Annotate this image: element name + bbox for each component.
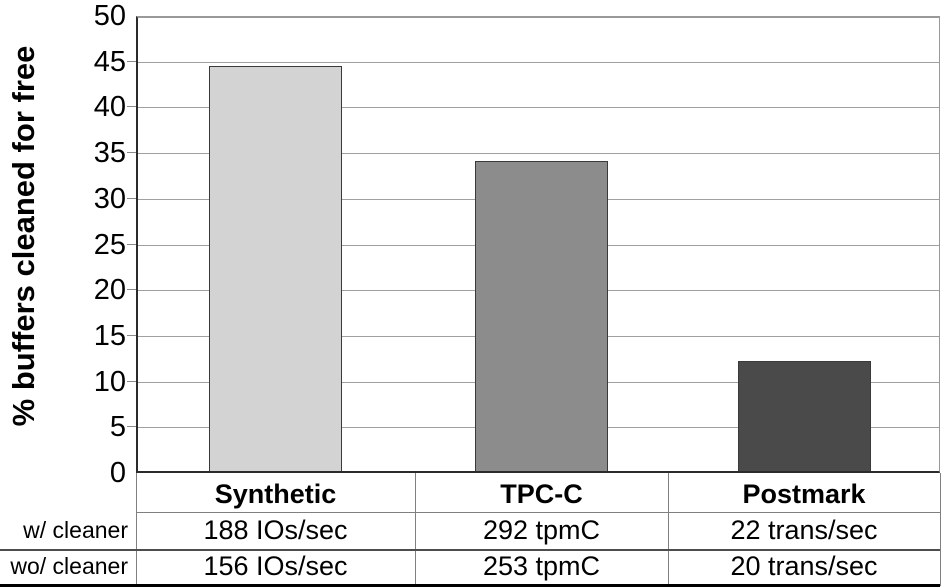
y-tick-mark-30: [127, 197, 136, 199]
table-header-synthetic: Synthetic: [214, 479, 337, 509]
y-tick-label-30: 30: [93, 182, 126, 215]
table-row-separator: [0, 549, 940, 551]
table-row-label-w-cleaner: w/ cleaner: [23, 517, 128, 543]
table-header-postmark: Postmark: [742, 479, 866, 509]
y-axis-title-container: % buffers cleaned for free: [0, 16, 48, 456]
y-axis-title: % buffers cleaned for free: [6, 45, 41, 427]
y-tick-label-0: 0: [109, 457, 126, 489]
table-header-tpc-c: TPC-C: [500, 479, 583, 509]
plot-area: [136, 16, 940, 473]
table-row-label-wo-cleaner: wo/ cleaner: [10, 553, 128, 579]
y-tick-label-15: 15: [93, 319, 126, 352]
y-tick-mark-5: [127, 426, 136, 428]
y-tick-label-10: 10: [93, 365, 126, 398]
table-cell-tpc-c-w-cleaner: 292 tpmC: [482, 515, 601, 545]
y-tick-mark-15: [127, 334, 136, 336]
table-column-border-1: [415, 473, 416, 586]
y-tick-mark-45: [127, 60, 136, 62]
table-bottom-border: [0, 584, 940, 587]
y-tick-label-50: 50: [93, 0, 126, 32]
table-cell-synthetic-wo-cleaner: 156 IOs/sec: [203, 551, 348, 581]
table-cell-tpc-c-wo-cleaner: 253 tpmC: [482, 551, 601, 581]
gridline-45: [138, 61, 939, 63]
y-tick-label-25: 25: [93, 228, 126, 261]
y-tick-label-20: 20: [93, 274, 126, 307]
y-tick-mark-40: [127, 106, 136, 108]
table-column-border-3: [940, 473, 941, 586]
table-column-border-2: [668, 473, 669, 586]
y-tick-mark-10: [127, 380, 136, 382]
bar-synthetic: [209, 66, 342, 471]
y-tick-label-45: 45: [93, 45, 126, 78]
y-tick-mark-35: [127, 152, 136, 154]
y-tick-label-40: 40: [93, 91, 126, 124]
y-tick-mark-20: [127, 289, 136, 291]
gridline-35: [138, 153, 939, 155]
y-tick-mark-25: [127, 243, 136, 245]
y-tick-label-35: 35: [93, 137, 126, 170]
table-cell-postmark-wo-cleaner: 20 trans/sec: [730, 551, 878, 581]
table-header-bottom-border: [136, 512, 940, 513]
bar-tpc-c: [475, 161, 608, 471]
table-column-border-0: [136, 473, 137, 586]
table-cell-postmark-w-cleaner: 22 trans/sec: [730, 515, 878, 545]
table-cell-synthetic-w-cleaner: 188 IOs/sec: [203, 515, 348, 545]
y-tick-label-5: 5: [109, 411, 126, 444]
bar-postmark: [737, 361, 871, 471]
gridline-40: [138, 107, 939, 109]
